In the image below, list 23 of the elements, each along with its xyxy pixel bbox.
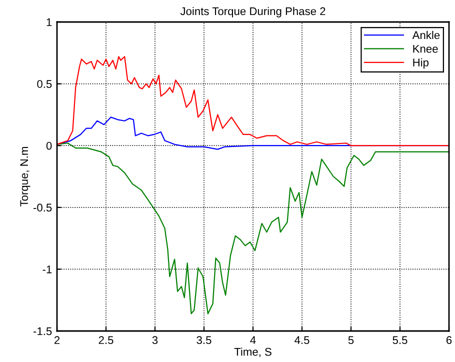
line-series	[57, 142, 449, 314]
y-tick-label: -1	[42, 266, 52, 274]
x-axis-title: Time, S	[234, 348, 272, 358]
x-tick-label: 4.5	[294, 336, 310, 344]
y-tick-label: -1.5	[33, 327, 52, 336]
x-tick-label: 2	[54, 336, 60, 344]
x-tick-label: 6	[446, 336, 452, 344]
y-tick-label: 1	[46, 18, 52, 26]
line-series	[57, 56, 449, 146]
legend-label: Knee	[413, 44, 438, 53]
x-tick-label: 4	[250, 336, 256, 344]
y-axis-title: Torque, N.m	[20, 146, 30, 207]
y-tick-label: -0.5	[33, 204, 52, 212]
x-tick-label: 3.5	[196, 336, 212, 344]
x-tick-label: 5.5	[392, 336, 408, 344]
x-tick-label: 3	[152, 336, 158, 344]
legend-label: Hip	[413, 58, 429, 69]
x-tick-label: 2.5	[98, 336, 114, 344]
y-tick-label: 0.5	[37, 80, 52, 88]
legend-label: Ankle	[412, 30, 440, 40]
chart-title: Joints Torque During Phase 2	[180, 7, 326, 18]
y-tick-label: 0	[46, 142, 52, 150]
x-tick-label: 5	[348, 336, 354, 344]
